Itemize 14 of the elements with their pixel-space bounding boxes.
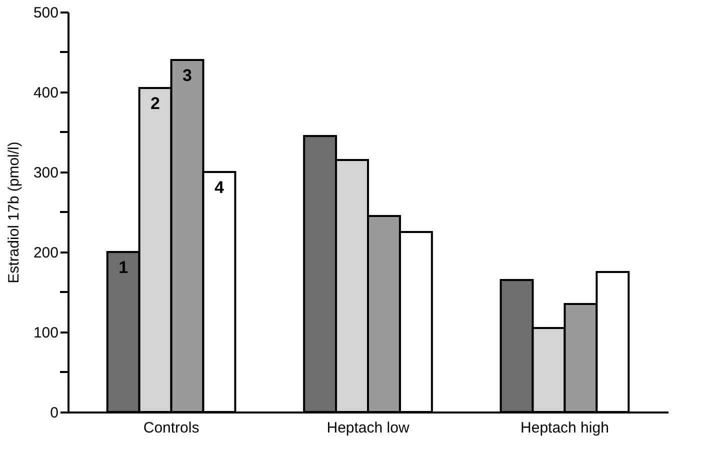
series-label: 4 [214,178,224,197]
y-axis-title: Estradiol 17b (pmol/l) [5,142,22,284]
y-tick-label: 500 [33,4,58,22]
x-tick-label: Heptach high [520,420,609,436]
y-tick-label: 0 [50,404,58,422]
x-tick-label: Controls [143,420,200,436]
series-label: 2 [150,94,160,113]
y-tick-label: 100 [33,324,58,342]
series-label: 3 [182,66,192,85]
series-label: 1 [118,258,128,277]
y-tick-label: 300 [33,164,58,182]
y-tick-label: 400 [33,84,58,102]
x-tick-label: Heptach low [326,420,410,436]
y-tick-label: 200 [33,244,58,262]
